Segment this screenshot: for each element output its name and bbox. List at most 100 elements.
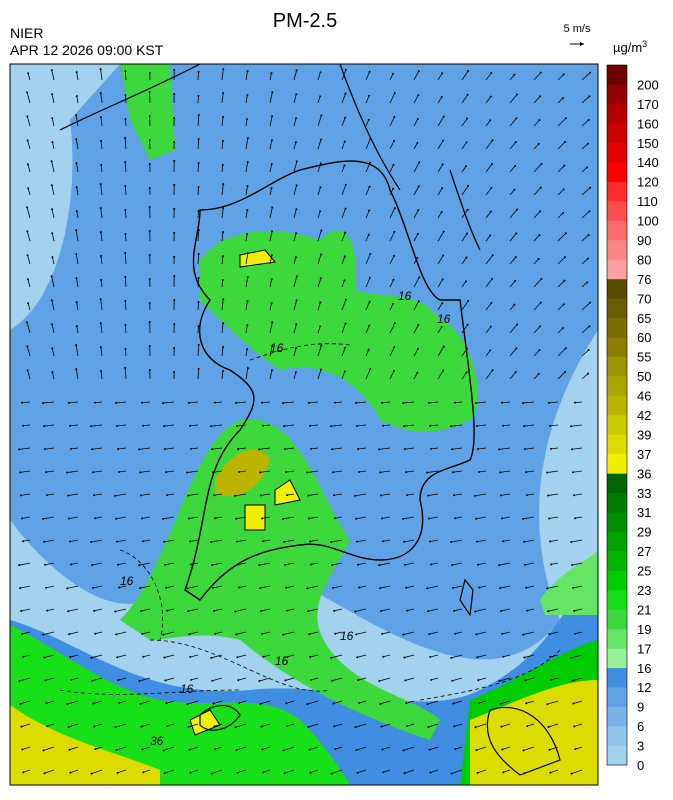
wind-arrow-head (68, 633, 70, 635)
colorbar-label: 9 (637, 700, 644, 715)
wind-arrow-head (198, 301, 200, 303)
colorbar-segment (607, 726, 627, 746)
wind-arrow-head (173, 232, 175, 234)
wind-arrow-head (548, 402, 550, 404)
wind-arrow-head (173, 117, 175, 119)
wind-arrow-head (381, 517, 383, 519)
wind-arrow-head (75, 138, 77, 140)
wind-arrow-head (44, 564, 46, 566)
wind-arrow-head (27, 278, 29, 280)
wind-arrow-head (417, 118, 419, 120)
wind-arrow-head (51, 232, 53, 234)
wind-arrow-head (489, 119, 491, 121)
wind-arrow-head (45, 471, 47, 473)
wind-arrow-head (572, 703, 574, 705)
wind-arrow-head (282, 634, 284, 636)
wind-arrow-head (308, 518, 310, 520)
colorbar-label: 46 (637, 389, 651, 404)
wind-arrow-head (173, 371, 175, 373)
wind-arrow-head (284, 679, 286, 681)
wind-arrow-head (404, 564, 406, 566)
wind-arrow-head (260, 610, 262, 612)
wind-arrow-head (173, 299, 175, 301)
wind-arrow-head (368, 119, 370, 121)
wind-arrow-head (319, 95, 321, 97)
wind-arrow-head (381, 402, 383, 404)
wind-arrow-head (140, 726, 142, 728)
wind-arrow-head (70, 563, 72, 565)
wind-arrow-head (283, 749, 285, 751)
wind-arrow-head (393, 231, 395, 233)
colorbar-label: 6 (637, 719, 644, 734)
wind-arrow-head (237, 564, 239, 566)
wind-arrow-head (452, 471, 454, 473)
colorbar-segment (607, 687, 627, 707)
wind-arrow-head (283, 541, 285, 543)
wind-arrow-head (124, 209, 126, 211)
colorbar-segment (607, 298, 627, 318)
wind-arrow-head (540, 163, 542, 165)
wind-arrow-head (270, 187, 272, 189)
wind-arrow-head (526, 610, 528, 612)
wind-arrow-head (295, 93, 297, 95)
wind-arrow-head (236, 656, 238, 658)
wind-arrow-head (27, 163, 29, 165)
wind-arrow-head (213, 725, 215, 727)
wind-arrow-head (467, 209, 469, 211)
wind-arrow-head (26, 91, 28, 93)
wind-arrow-head (522, 402, 524, 404)
wind-arrow-head (271, 91, 273, 93)
wind-arrow-head (173, 93, 175, 95)
wind-arrow-head (538, 234, 540, 236)
wind-arrow-head (21, 517, 23, 519)
wind-arrow-head (246, 185, 248, 187)
wind-arrow-head (94, 748, 96, 750)
wind-arrow (198, 72, 199, 80)
wind-arrow-head (416, 142, 418, 144)
wind-arrow-head (499, 587, 501, 589)
wind-arrow-head (162, 402, 164, 404)
wind-arrow-head (92, 471, 94, 473)
wind-arrow-head (526, 494, 528, 496)
wind-arrow-head (197, 210, 199, 212)
wind-arrow-head (548, 749, 550, 751)
wind-arrow-head (296, 299, 298, 301)
wind-arrow-head (369, 368, 371, 370)
wind-arrow-head (222, 370, 224, 372)
wind-arrow-head (26, 345, 28, 347)
wind-arrow-head (259, 471, 261, 473)
wind-arrow-head (474, 495, 476, 497)
wind-arrow-head (286, 494, 288, 496)
wind-arrow-head (124, 185, 126, 187)
wind-arrow-head (198, 138, 200, 140)
colorbar-segment (607, 65, 627, 85)
colorbar-segment (607, 629, 627, 649)
colorbar-label: 37 (637, 447, 651, 462)
wind-arrow-head (570, 541, 572, 543)
wind-arrow-head (382, 425, 384, 427)
wind-arrow-head (515, 141, 517, 143)
colorbar-segment (607, 512, 627, 532)
wind-arrow-head (100, 346, 102, 348)
wind-arrow-head (588, 325, 590, 327)
wind-arrow-head (476, 425, 478, 427)
wind-arrow-head (345, 69, 347, 71)
wind-arrow-head (331, 773, 333, 775)
wind-arrow-head (540, 278, 542, 280)
wind-arrow-head (525, 471, 527, 473)
wind-arrow-head (477, 679, 479, 681)
wind-arrow-head (235, 402, 237, 404)
wind-arrow-head (500, 610, 502, 612)
wind-arrow-head (247, 161, 249, 163)
wind-arrow-head (345, 184, 347, 186)
wind-arrow-head (90, 541, 92, 543)
wind-arrow-head (538, 258, 540, 260)
colorbar-label: 110 (637, 194, 658, 209)
wind-arrow-head (284, 564, 286, 566)
wind-arrow-head (222, 346, 224, 348)
wind-arrow-head (210, 657, 212, 659)
wind-arrow-head (368, 210, 370, 212)
wind-arrow-head (319, 210, 321, 212)
wind-arrow-head (513, 189, 515, 191)
wind-arrow-head (222, 92, 224, 94)
